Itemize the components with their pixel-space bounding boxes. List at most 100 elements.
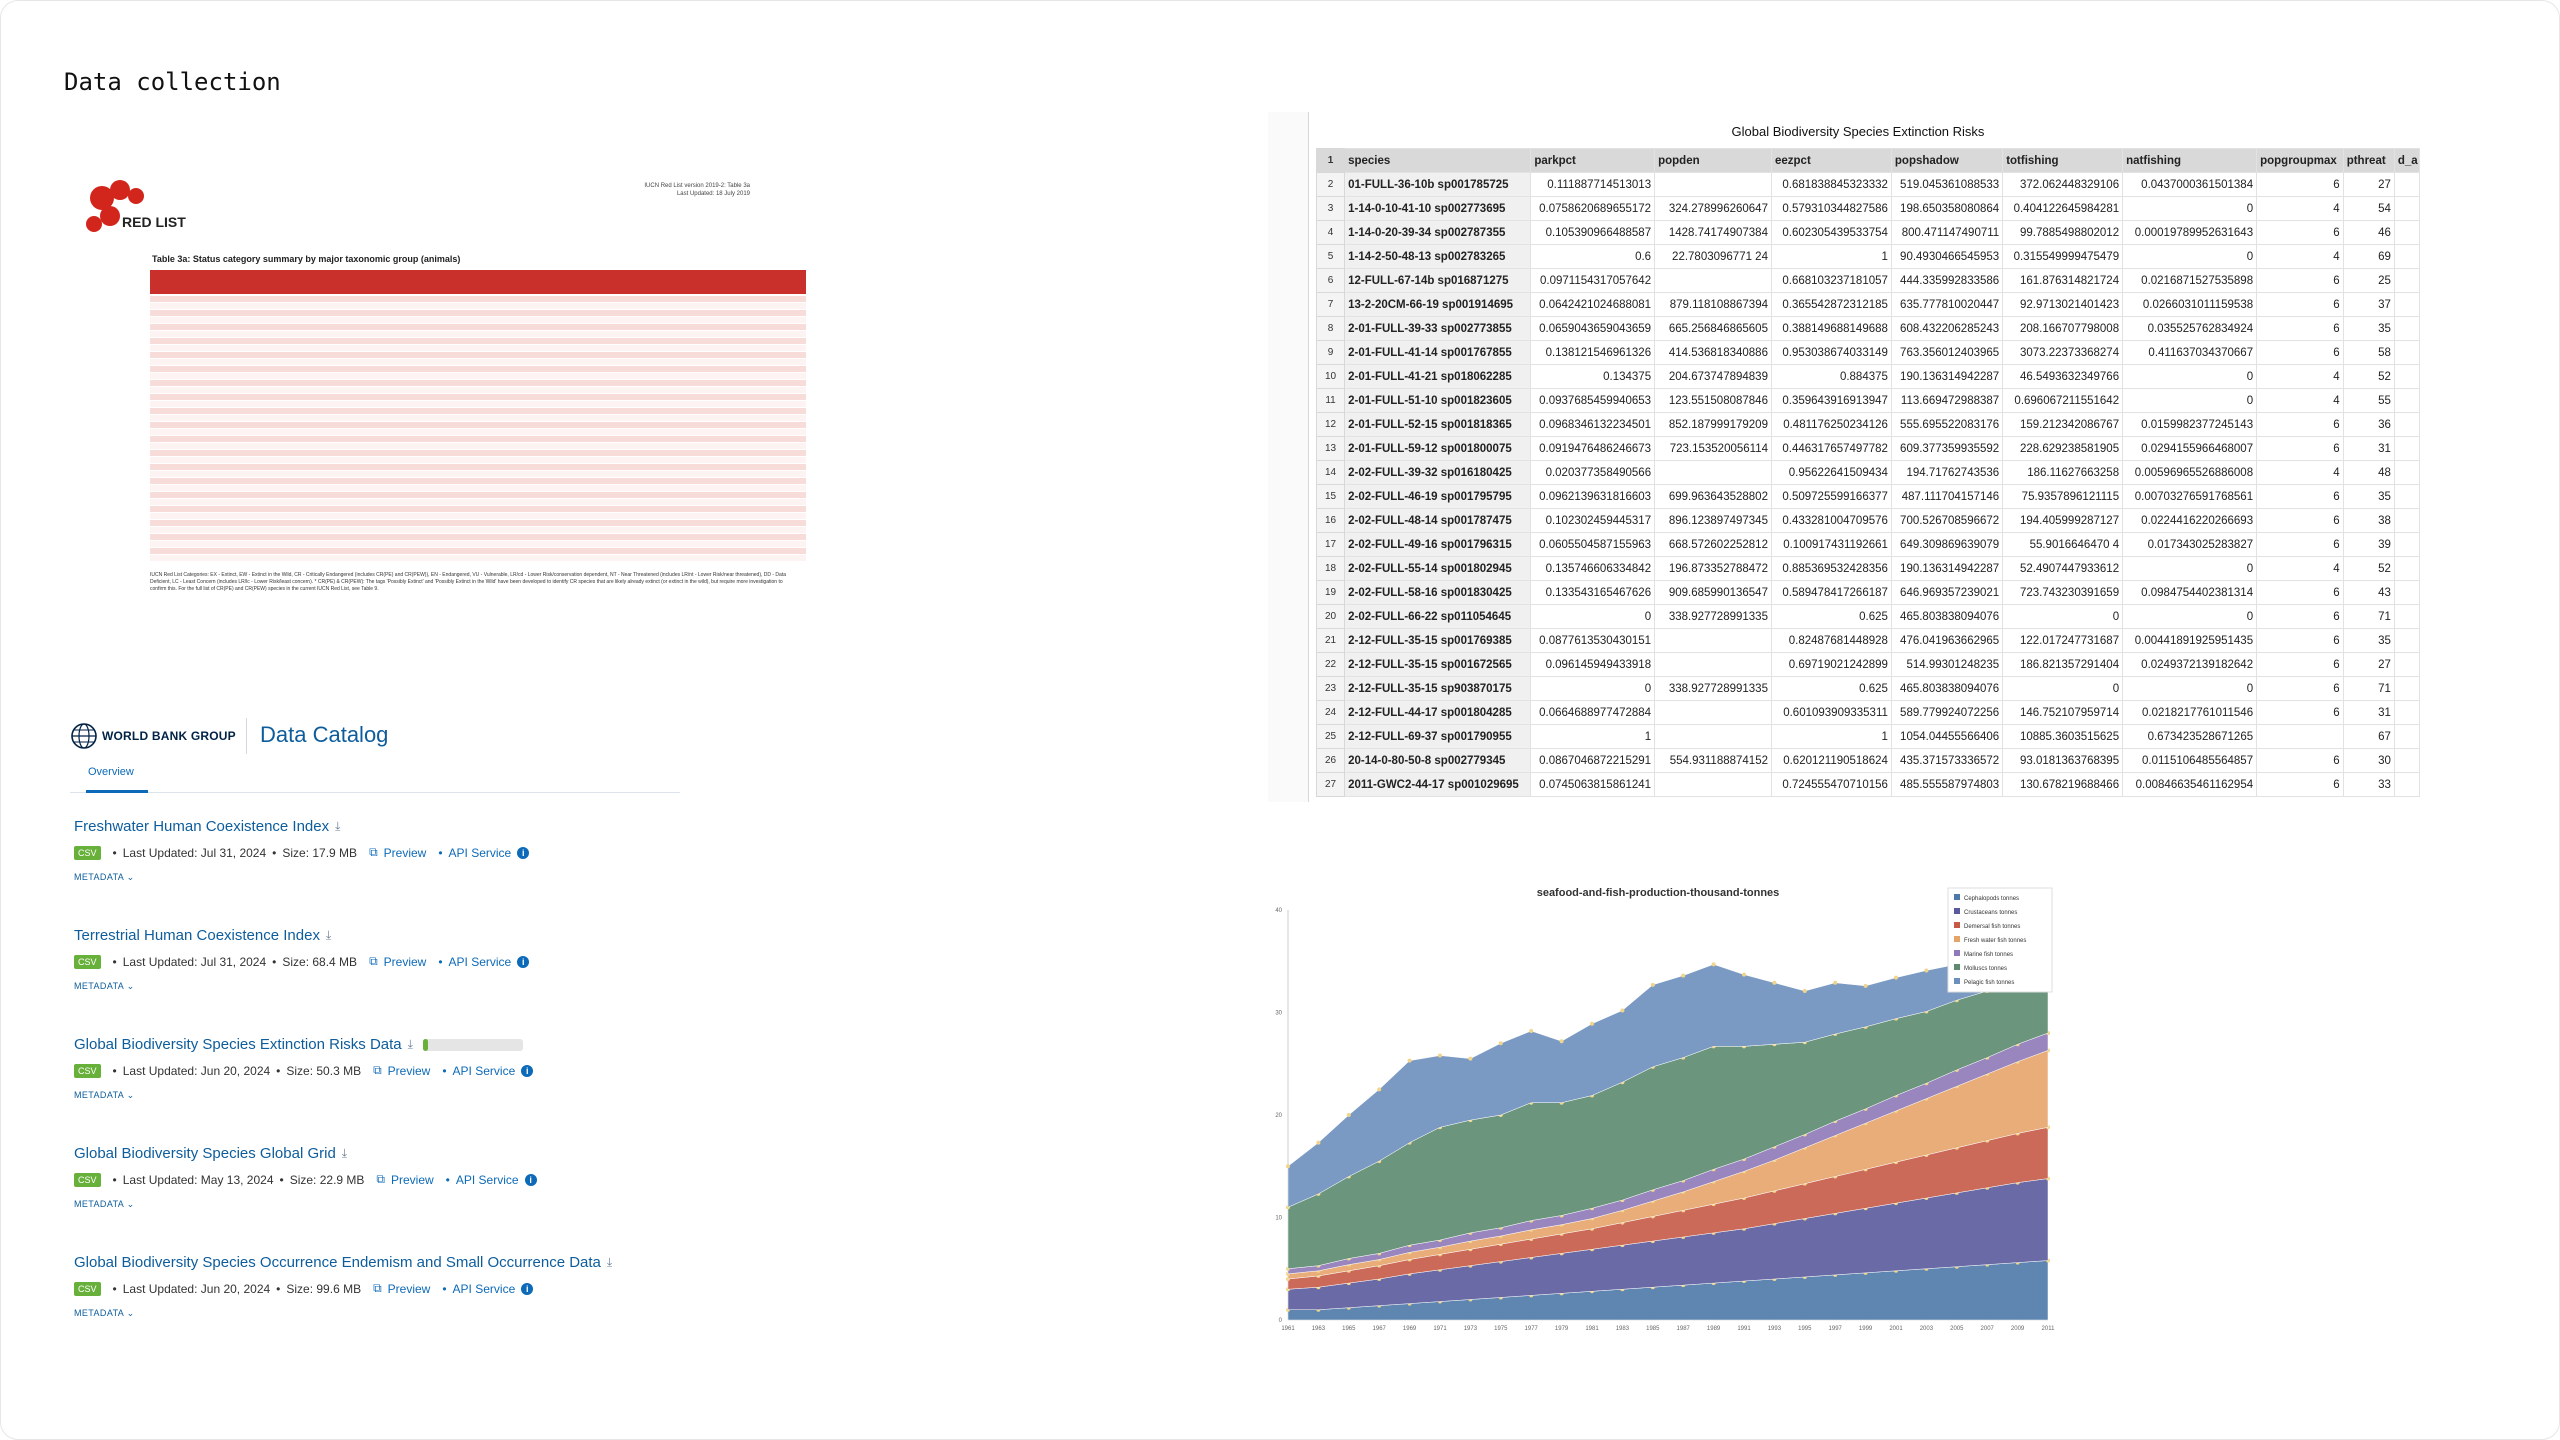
preview-link[interactable]: Preview (383, 845, 427, 860)
cell[interactable]: 122.017247731687 (2002, 628, 2124, 653)
cell[interactable]: 2-12-FULL-35-15 sp903870175 (1344, 676, 1532, 701)
cell[interactable]: 2-02-FULL-66-22 sp011054645 (1344, 604, 1532, 629)
cell[interactable]: 55.9016646470 4 (2002, 532, 2124, 557)
cell[interactable]: 0.134375 (1530, 364, 1656, 389)
cell[interactable]: 2-02-FULL-46-19 sp001795795 (1344, 484, 1532, 509)
cell[interactable]: 0.433281004709576 (1770, 508, 1892, 533)
preview-icon[interactable]: ⧉ (373, 1281, 382, 1295)
cell[interactable]: 763.356012403965 (1890, 340, 2004, 365)
cell[interactable]: 852.187999179209 (1654, 412, 1772, 437)
cell[interactable]: 0.0758620689655172 (1530, 196, 1656, 221)
download-icon[interactable]: ⤓ (341, 1146, 348, 1160)
cell[interactable]: 487.111704157146 (1890, 484, 2004, 509)
tab-overview[interactable]: Overview (88, 766, 134, 778)
cell[interactable]: 1-14-0-10-41-10 sp002773695 (1344, 196, 1532, 221)
cell[interactable]: 608.432206285243 (1890, 316, 2004, 341)
api-service-link[interactable]: API Service (455, 1172, 519, 1187)
cell[interactable]: 6 (2256, 700, 2344, 725)
cell[interactable]: 0.0437000361501384 (2122, 172, 2258, 197)
cell[interactable]: 46 (2342, 220, 2395, 245)
metadata-toggle[interactable]: METADATA ⌄ (74, 872, 135, 882)
cell[interactable]: 186.821357291404 (2002, 652, 2124, 677)
cell[interactable]: 196.873352788472 (1654, 556, 1772, 581)
cell[interactable]: 228.629238581905 (2002, 436, 2124, 461)
cell[interactable]: 159.212342086767 (2002, 412, 2124, 437)
cell[interactable]: 0.481176250234126 (1770, 412, 1892, 437)
column-header[interactable]: d_a (2393, 148, 2421, 173)
cell[interactable]: 0.446317657497782 (1770, 436, 1892, 461)
cell[interactable]: 90.4930466545953 (1890, 244, 2004, 269)
preview-link[interactable]: Preview (383, 954, 427, 969)
cell[interactable]: 0.0218217761011546 (2122, 700, 2258, 725)
cell[interactable]: 0.388149688149688 (1770, 316, 1892, 341)
cell[interactable] (2393, 268, 2421, 293)
cell[interactable]: 0.0266031011159538 (2122, 292, 2258, 317)
cell[interactable]: 0.625 (1770, 604, 1892, 629)
cell[interactable]: 0.100917431192661 (1770, 532, 1892, 557)
cell[interactable]: 6 (2256, 532, 2344, 557)
cell[interactable]: 668.572602252812 (1654, 532, 1772, 557)
dataset-title-link[interactable]: Global Biodiversity Species Global Grid (74, 1145, 336, 1162)
cell[interactable] (2393, 436, 2421, 461)
cell[interactable]: 6 (2256, 340, 2344, 365)
metadata-toggle[interactable]: METADATA ⌄ (74, 981, 135, 991)
cell[interactable]: 0.602305439533754 (1770, 220, 1892, 245)
cell[interactable]: 0.953038674033149 (1770, 340, 1892, 365)
cell[interactable]: 0.138121546961326 (1530, 340, 1656, 365)
info-icon[interactable]: i (521, 1064, 534, 1077)
preview-link[interactable]: Preview (387, 1063, 431, 1078)
cell[interactable]: 554.931188874152 (1654, 748, 1772, 773)
cell[interactable]: 0.625 (1770, 676, 1892, 701)
api-service-link[interactable]: API Service (448, 954, 512, 969)
cell[interactable]: 0.315549999475479 (2002, 244, 2124, 269)
cell[interactable]: 0.0159982377245143 (2122, 412, 2258, 437)
cell[interactable]: 0.724555470710156 (1770, 772, 1892, 797)
cell[interactable]: 635.777810020447 (1890, 292, 2004, 317)
cell[interactable]: 48 (2342, 460, 2395, 485)
column-header[interactable]: totfishing (2002, 148, 2124, 173)
column-header[interactable]: pthreat (2342, 148, 2395, 173)
cell[interactable]: 649.309869639079 (1890, 532, 2004, 557)
cell[interactable]: 31 (2342, 700, 2395, 725)
cell[interactable] (2393, 292, 2421, 317)
cell[interactable]: 0 (1530, 676, 1656, 701)
cell[interactable]: 71 (2342, 676, 2395, 701)
cell[interactable]: 0.0877613530430151 (1530, 628, 1656, 653)
cell[interactable] (2393, 244, 2421, 269)
cell[interactable]: 4 (2256, 556, 2344, 581)
cell[interactable]: 435.371573336572 (1890, 748, 2004, 773)
cell[interactable]: 0.133543165467626 (1530, 580, 1656, 605)
download-icon[interactable]: ⤓ (325, 928, 332, 942)
preview-icon[interactable]: ⧉ (369, 954, 378, 968)
cell[interactable]: 338.927728991335 (1654, 604, 1772, 629)
cell[interactable]: 6 (2256, 580, 2344, 605)
cell[interactable]: 0 (2122, 556, 2258, 581)
cell[interactable]: 2-01-FULL-41-21 sp018062285 (1344, 364, 1532, 389)
cell[interactable] (2393, 220, 2421, 245)
cell[interactable]: 0.0984754402381314 (2122, 580, 2258, 605)
cell[interactable]: 6 (2256, 268, 2344, 293)
cell[interactable]: 27 (2342, 172, 2395, 197)
cell[interactable]: 35 (2342, 316, 2395, 341)
api-service-link[interactable]: API Service (452, 1281, 516, 1296)
cell[interactable]: 485.555587974803 (1890, 772, 2004, 797)
cell[interactable] (2393, 556, 2421, 581)
cell[interactable]: 33 (2342, 772, 2395, 797)
column-header[interactable]: popden (1654, 148, 1772, 173)
cell[interactable]: 4 (2256, 364, 2344, 389)
cell[interactable]: 0.668103237181057 (1770, 268, 1892, 293)
cell[interactable] (2393, 460, 2421, 485)
cell[interactable]: 93.0181363768395 (2002, 748, 2124, 773)
cell[interactable] (2393, 772, 2421, 797)
cell[interactable]: 194.405999287127 (2002, 508, 2124, 533)
cell[interactable]: 0.411637034370667 (2122, 340, 2258, 365)
cell[interactable]: 0.69719021242899 (1770, 652, 1892, 677)
cell[interactable]: 0.0962139631816603 (1530, 484, 1656, 509)
cell[interactable]: 6 (2256, 292, 2344, 317)
cell[interactable]: 0.00019789952631643 (2122, 220, 2258, 245)
cell[interactable]: 6 (2256, 604, 2344, 629)
cell[interactable]: 186.11627663258 (2002, 460, 2124, 485)
cell[interactable]: 896.123897497345 (1654, 508, 1772, 533)
cell[interactable]: 609.377359935592 (1890, 436, 2004, 461)
cell[interactable]: 0.0605504587155963 (1530, 532, 1656, 557)
